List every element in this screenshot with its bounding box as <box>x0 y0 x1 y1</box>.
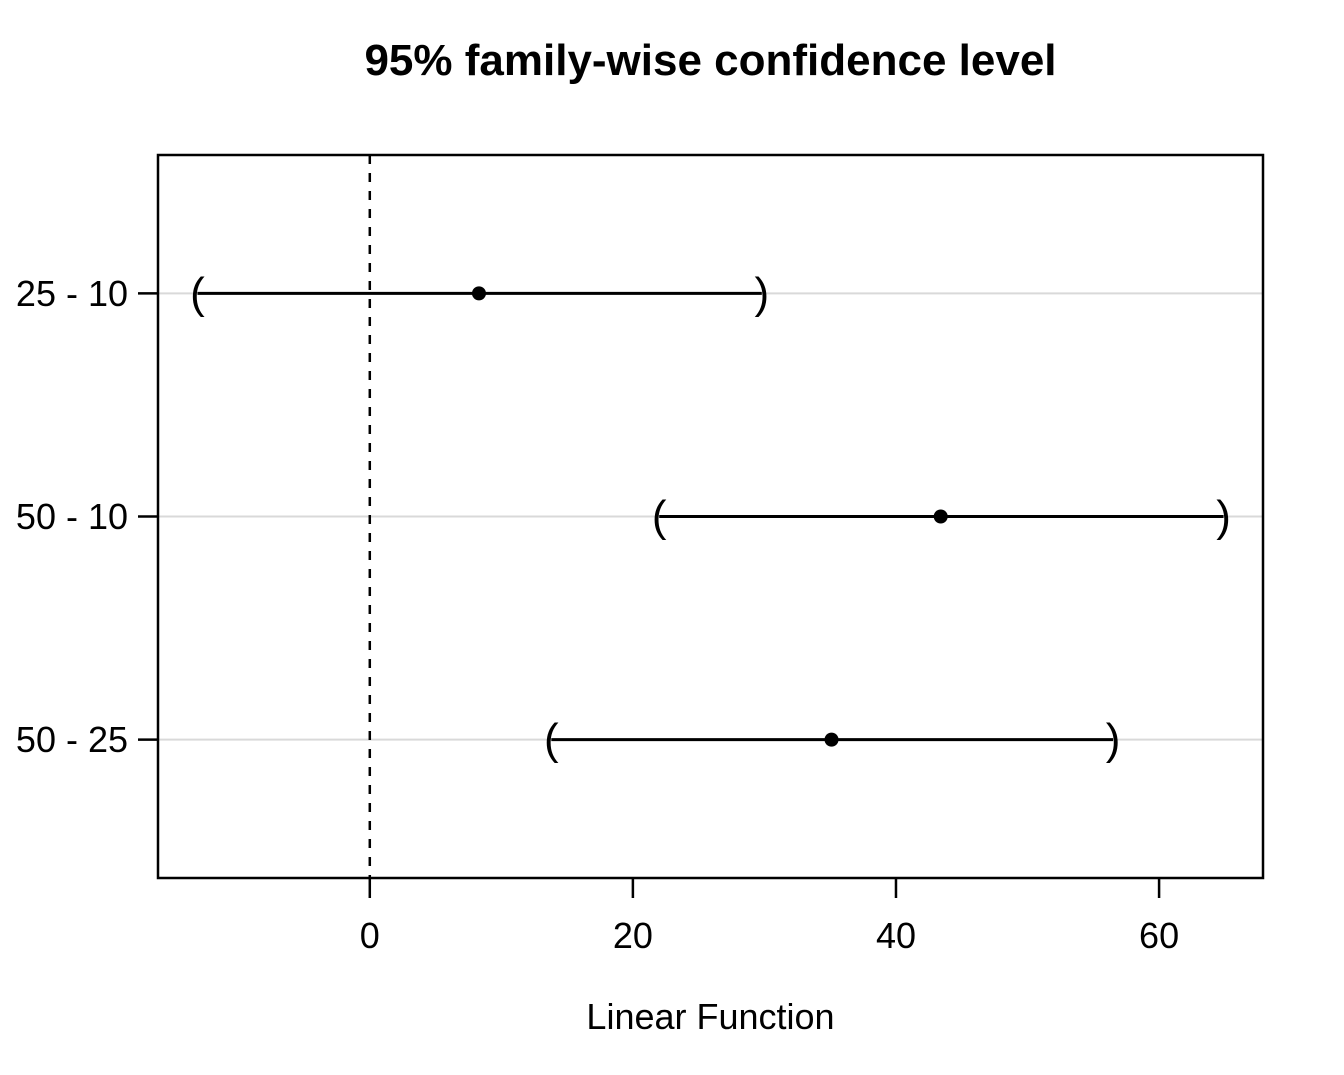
y-axis-label: 50 - 25 <box>16 719 128 760</box>
x-axis-tick-label: 0 <box>360 915 380 956</box>
x-axis-title: Linear Function <box>586 996 835 1037</box>
interval-upper-paren: ) <box>754 269 769 318</box>
x-axis-tick-label: 60 <box>1139 915 1179 956</box>
y-axis-label: 25 - 10 <box>16 273 128 314</box>
y-axis-label: 50 - 10 <box>16 496 128 537</box>
point-estimate-dot <box>471 286 486 301</box>
interval-upper-paren: ) <box>1216 492 1231 541</box>
interval-lower-paren: ( <box>544 715 559 764</box>
point-estimate-dot <box>824 732 839 747</box>
interval-lower-paren: ( <box>652 492 667 541</box>
interval-upper-paren: ) <box>1106 715 1121 764</box>
chart-title: 95% family-wise confidence level <box>364 36 1057 85</box>
interval-lower-paren: ( <box>190 269 205 318</box>
point-estimate-dot <box>933 509 948 524</box>
x-axis-tick-label: 40 <box>876 915 916 956</box>
x-axis-tick-label: 20 <box>613 915 653 956</box>
